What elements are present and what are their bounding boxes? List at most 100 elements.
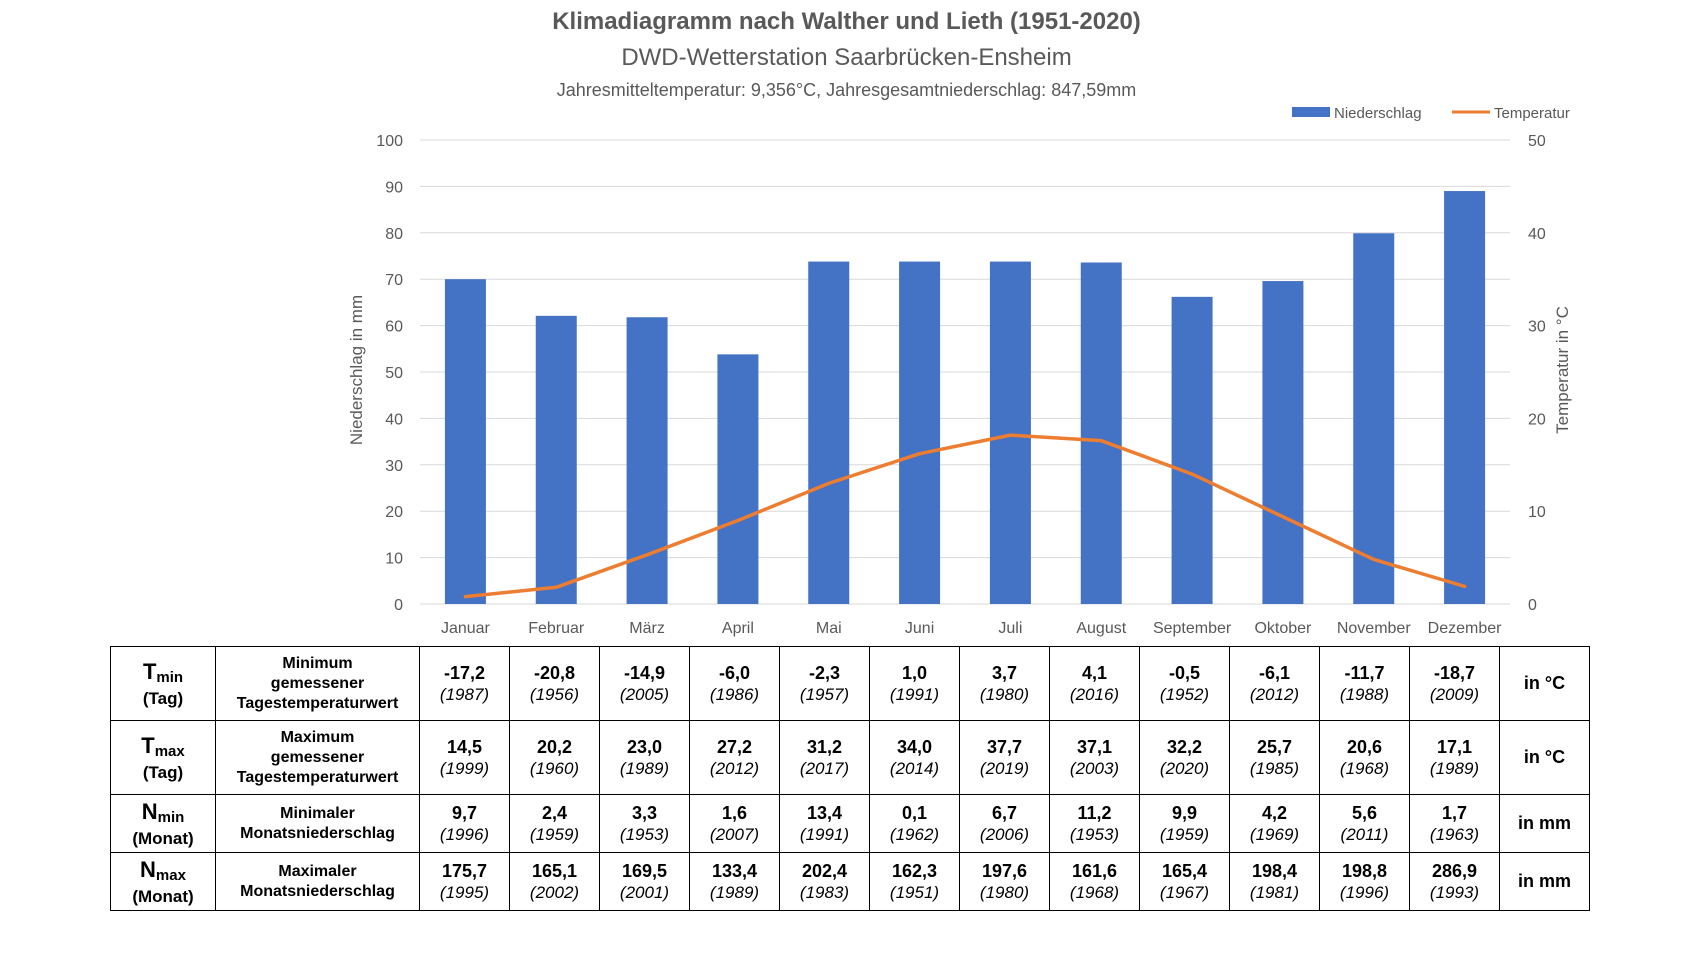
cell-year: (1995) — [439, 883, 490, 903]
table-cell: -14,9 (2005) — [599, 646, 690, 721]
table-cell: 202,4 (1983) — [779, 852, 870, 911]
table-cell: 11,2 (1953) — [1049, 794, 1140, 853]
cell-year: (1989) — [1429, 759, 1480, 779]
table-cell: 37,7 (2019) — [959, 720, 1050, 795]
cell-year: (1952) — [1159, 685, 1210, 705]
cell-value: 1,0 — [901, 662, 928, 683]
climate-extremes-table: Tmin (Tag) Minimum gemessener Tagestemperatu… — [110, 646, 1590, 911]
cell-year: (1957) — [799, 685, 850, 705]
cell-year: (1996) — [1339, 883, 1390, 903]
cell-value: 1,6 — [721, 802, 748, 823]
table-cell: 3,7 (1980) — [959, 646, 1050, 721]
point-temperatur — [554, 585, 558, 589]
cell-year: (1959) — [1159, 825, 1210, 845]
cell-value: 165,1 — [531, 860, 578, 881]
cell-year: (2005) — [619, 685, 670, 705]
cell-value: 9,7 — [451, 802, 478, 823]
x-tick-label: März — [629, 620, 665, 637]
row-description: Maximum gemessener Tagestemperaturwert — [215, 720, 420, 795]
row-symbol: Tmin (Tag) — [110, 646, 216, 721]
cell-year: (1968) — [1339, 759, 1390, 779]
row-unit: in mm — [1499, 794, 1590, 853]
cell-year: (1959) — [529, 825, 580, 845]
cell-year: (2019) — [979, 759, 1030, 779]
x-tick-label: April — [722, 620, 754, 637]
table-cell: 31,2 (2017) — [779, 720, 870, 795]
cell-year: (1991) — [889, 685, 940, 705]
point-temperatur — [827, 481, 831, 485]
table-cell: 13,4 (1991) — [779, 794, 870, 853]
table-cell: 9,7 (1996) — [419, 794, 510, 853]
y-tick-label: 50 — [385, 365, 403, 382]
cell-value: 11,2 — [1077, 802, 1112, 823]
cell-value: 162,3 — [891, 860, 938, 881]
cell-year: (1960) — [529, 759, 580, 779]
x-tick-label: Januar — [441, 620, 491, 637]
bar-niederschlag — [1080, 262, 1122, 604]
cell-value: 37,1 — [1076, 736, 1113, 757]
cell-year: (2014) — [889, 759, 940, 779]
cell-value: 161,6 — [1071, 860, 1118, 881]
legend-label-niederschlag: Niederschlag — [1334, 105, 1422, 122]
y2-tick-label: 40 — [1528, 226, 1546, 243]
row-description: Minimaler Monatsniederschlag — [215, 794, 420, 853]
cell-year: (2003) — [1069, 759, 1120, 779]
table-cell: -11,7 (1988) — [1319, 646, 1410, 721]
cell-value: 169,5 — [621, 860, 668, 881]
cell-year: (1953) — [619, 825, 670, 845]
precipitation-bars — [444, 191, 1486, 605]
table-cell: 169,5 (2001) — [599, 852, 690, 911]
cell-value: 202,4 — [801, 860, 848, 881]
cell-value: 20,6 — [1346, 736, 1383, 757]
legend-swatch-niederschlag — [1292, 107, 1330, 117]
point-temperatur — [1008, 433, 1012, 437]
table-cell: -2,3 (1957) — [779, 646, 870, 721]
cell-year: (1953) — [1069, 825, 1120, 845]
cell-value: 133,4 — [711, 860, 758, 881]
table-cell: 161,6 (1968) — [1049, 852, 1140, 911]
x-tick-label: Mai — [816, 620, 842, 637]
y-tick-label: 100 — [376, 133, 403, 150]
x-tick-label: Oktober — [1254, 620, 1312, 637]
point-temperatur — [918, 452, 922, 456]
x-tick-label: Februar — [528, 620, 585, 637]
cell-value: 3,7 — [991, 662, 1018, 683]
cell-value: -20,8 — [533, 662, 576, 683]
cell-year: (1981) — [1249, 883, 1300, 903]
table-cell: 175,7 (1995) — [419, 852, 510, 911]
cell-year: (1988) — [1339, 685, 1390, 705]
bar-niederschlag — [444, 279, 486, 604]
table-cell: 286,9 (1993) — [1409, 852, 1500, 911]
cell-value: 25,7 — [1256, 736, 1293, 757]
cell-year: (1989) — [709, 883, 760, 903]
chart-title: Klimadiagramm nach Walther und Lieth (19… — [552, 8, 1141, 35]
table-row: Tmin (Tag) Minimum gemessener Tagestemperatu… — [110, 646, 1590, 721]
table-row: Nmax (Monat) Maximaler Monatsniederschlag 17… — [110, 852, 1590, 911]
cell-year: (1967) — [1159, 883, 1210, 903]
cell-value: 23,0 — [626, 736, 663, 757]
temperature-line — [463, 433, 1467, 599]
cell-value: -14,9 — [623, 662, 666, 683]
cell-value: 175,7 — [441, 860, 488, 881]
y2-axis-label: Temperatur in °C — [1553, 306, 1572, 434]
cell-value: 1,7 — [1441, 802, 1468, 823]
table-cell: -6,1 (2012) — [1229, 646, 1320, 721]
bar-niederschlag — [717, 354, 759, 604]
table-cell: 162,3 (1951) — [869, 852, 960, 911]
table-cell: 5,6 (2011) — [1319, 794, 1410, 853]
cell-value: -6,1 — [1258, 662, 1291, 683]
x-axis-labels: Januar Februar März April Mai Juni Juli August S… — [441, 620, 1502, 637]
legend-label-temperatur: Temperatur — [1494, 105, 1570, 122]
cell-value: 198,8 — [1341, 860, 1388, 881]
y-tick-label: 10 — [385, 551, 403, 568]
x-tick-label: Juli — [998, 620, 1022, 637]
line-temperatur — [463, 433, 1467, 599]
cell-year: (2016) — [1069, 685, 1120, 705]
x-tick-label: September — [1153, 620, 1232, 637]
bar-niederschlag — [989, 261, 1031, 604]
cell-value: 5,6 — [1351, 802, 1378, 823]
cell-year: (1991) — [799, 825, 850, 845]
table-cell: 133,4 (1989) — [689, 852, 780, 911]
chart-subtitle: DWD-Wetterstation Saarbrücken-Ensheim — [621, 44, 1072, 71]
x-tick-label: August — [1076, 620, 1126, 637]
